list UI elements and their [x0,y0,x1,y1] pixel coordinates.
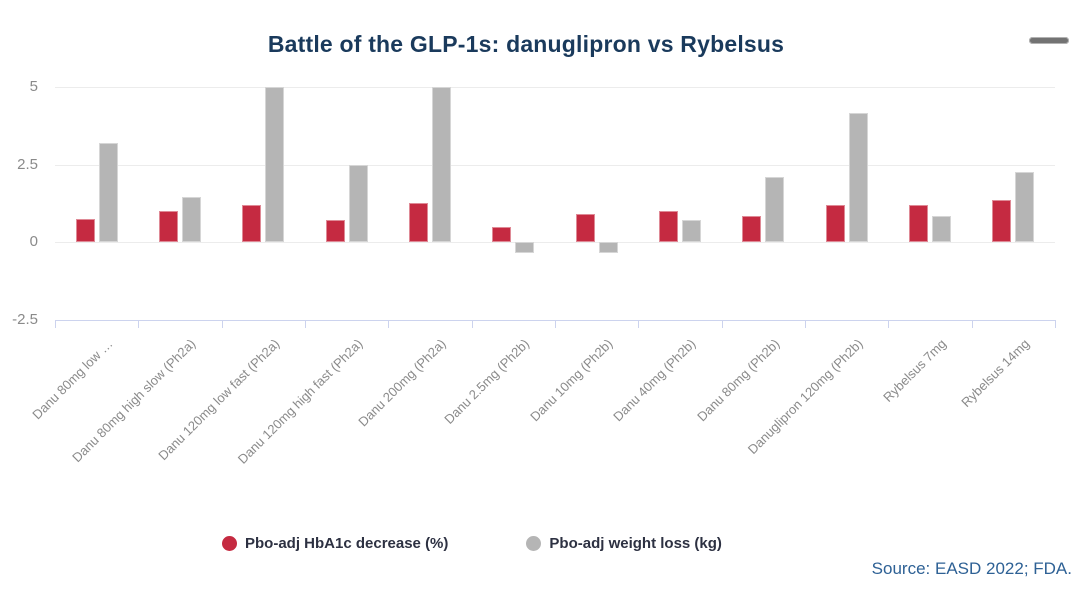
bar-weight-loss[interactable] [682,220,701,242]
legend-label: Pbo-adj weight loss (kg) [549,535,722,552]
x-axis-label: Rybelsus 7mg [879,336,949,405]
x-axis-label: Danu 80mg (Ph2b) [693,336,782,425]
chart-title: Battle of the GLP-1s: danuglipron vs Ryb… [267,31,785,57]
bar-hba1c-decrease[interactable] [75,218,95,242]
bar-weight-loss[interactable] [432,87,451,242]
y-axis-label: -2.5 [12,310,38,328]
y-axis-label: 5 [29,78,38,95]
gridline [55,87,1055,88]
category-axis-tick [221,320,223,328]
bar-weight-loss[interactable] [182,197,201,242]
bar-hba1c-decrease[interactable] [409,203,428,242]
bar-hba1c-decrease[interactable] [575,214,595,242]
bar-hba1c-decrease[interactable] [909,204,928,242]
bar-weight-loss[interactable] [265,87,285,242]
bar-hba1c-decrease[interactable] [492,226,512,242]
category-axis-tick [721,320,723,328]
category-axis-tick [471,320,473,328]
bar-weight-loss[interactable] [598,242,618,253]
menu-bar-bottom [1029,37,1069,44]
bar-hba1c-decrease[interactable] [742,215,762,242]
y-axis-label: 2.5 [17,155,38,173]
legend-swatch [222,536,237,551]
bar-weight-loss[interactable] [515,242,535,253]
x-axis-label: Rybelsus 14mg [957,336,1032,410]
source-attribution: Source: EASD 2022; FDA. [871,559,1072,578]
x-axis-label: Danu 200mg (Ph2a) [355,336,449,430]
bar-weight-loss[interactable] [98,142,118,242]
chart-legend: Pbo-adj HbA1c decrease (%) Pbo-adj weigh… [222,535,722,552]
bar-weight-loss[interactable] [932,215,951,242]
bar-weight-loss[interactable] [848,113,868,242]
bar-weight-loss[interactable] [1015,172,1035,242]
category-axis-tick [1055,320,1056,328]
category-axis-tick [638,320,640,328]
x-axis-label: Danu 80mg low … [29,336,116,423]
category-axis-tick [388,320,390,328]
legend-item-hba1c[interactable]: Pbo-adj HbA1c decrease (%) [222,535,448,552]
bar-hba1c-decrease[interactable] [159,211,178,242]
bar-hba1c-decrease[interactable] [659,211,678,242]
bar-weight-loss[interactable] [348,164,368,242]
category-axis-tick [971,320,973,328]
x-axis-label: Danu 40mg (Ph2b) [610,336,699,425]
gridline [55,164,1055,166]
y-axis-label: 0 [29,233,38,250]
category-axis-tick [138,320,140,328]
bar-hba1c-decrease[interactable] [325,220,345,242]
category-axis-tick [805,320,806,328]
category-axis-tick [305,320,306,328]
legend-item-weight-loss[interactable]: Pbo-adj weight loss (kg) [526,535,722,552]
legend-label: Pbo-adj HbA1c decrease (%) [245,535,449,552]
bar-hba1c-decrease[interactable] [992,200,1012,242]
category-axis-tick [55,320,56,328]
category-axis-tick [555,320,556,328]
x-axis-label: Danu 10mg (Ph2b) [527,336,616,425]
bar-weight-loss[interactable] [765,176,785,242]
legend-swatch [526,536,542,551]
x-axis-label: Danu 2.5mg (Ph2b) [441,336,532,427]
category-axis-tick [888,320,890,328]
bar-hba1c-decrease[interactable] [242,204,262,242]
gridline [55,242,1055,243]
bar-hba1c-decrease[interactable] [825,204,845,242]
